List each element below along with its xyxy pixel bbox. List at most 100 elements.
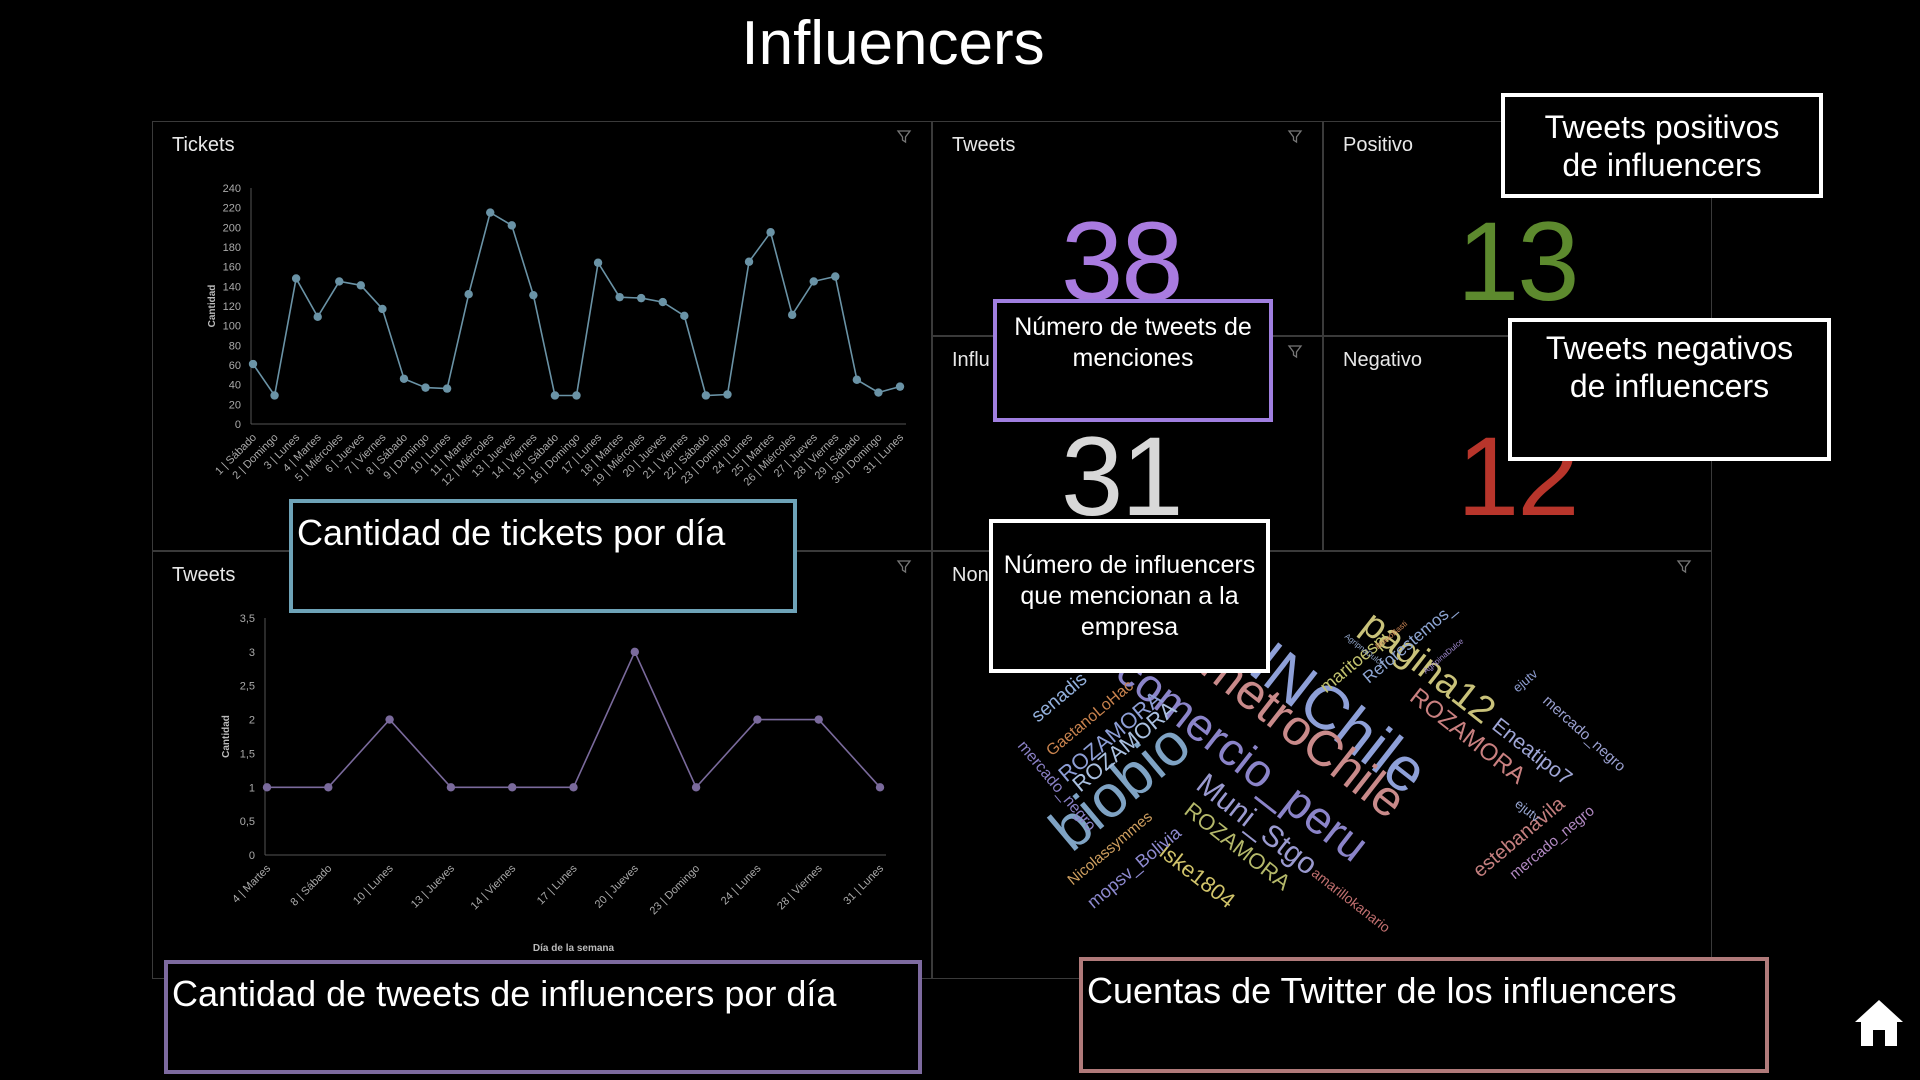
data-point <box>637 293 646 303</box>
y-tick-label: 3 <box>249 647 255 659</box>
y-axis-label: Cantidad <box>221 715 232 758</box>
positive-kpi-title: Positivo <box>1343 134 1414 156</box>
callout-tickets: Cantidad de tickets por día <box>289 499 797 613</box>
tickets-panel: Tickets 0 20 40 60 80 100 120 140 160 180 200 220 24… <box>152 121 932 551</box>
data-point <box>550 391 560 400</box>
data-point <box>248 359 258 369</box>
wordcloud: CNNChile biobio comercio_peru ablimetroC… <box>1014 584 1629 936</box>
callout-tweets: Cantidad de tweets de influencers por dí… <box>164 960 922 1074</box>
y-tick-label: 120 <box>223 301 241 313</box>
tweets-chart-title: Tweets <box>172 564 236 586</box>
wordcloud-title: Non <box>952 564 989 586</box>
callout-kpi-tweets: Número de tweets de menciones <box>993 299 1273 422</box>
tweets-kpi-title: Tweets <box>952 134 1016 156</box>
y-tick-label: 240 <box>223 183 241 195</box>
data-point <box>680 311 689 321</box>
filter-icon[interactable] <box>895 558 913 576</box>
x-tick-label: 8 | Sábado <box>288 863 334 909</box>
x-tick-label: 28 | Viernes <box>775 862 825 912</box>
y-tick-label: 0 <box>249 850 255 862</box>
filter-icon[interactable] <box>1286 128 1304 146</box>
y-tick-label: 2,5 <box>240 681 255 693</box>
y-tick-label: 2 <box>249 715 255 727</box>
y-axis-label: Cantidad <box>207 285 218 328</box>
tickets-chart: 0 20 40 60 80 100 120 140 160 180 200 220 240 Cantida… <box>207 183 906 488</box>
wordcloud-word: ejutv <box>1510 666 1541 695</box>
data-point <box>766 228 775 237</box>
filter-icon[interactable] <box>1675 558 1693 576</box>
data-point <box>895 382 905 391</box>
y-tick-label: 140 <box>223 281 241 293</box>
y-tick-label: 100 <box>223 321 241 333</box>
data-point <box>442 384 452 393</box>
y-tick-label: 200 <box>223 222 241 234</box>
x-tick-label: 24 | Lunes <box>719 862 764 907</box>
y-tick-label: 160 <box>223 262 241 274</box>
x-tick-label: 10 | Lunes <box>351 862 396 907</box>
data-point <box>615 292 624 302</box>
filter-icon[interactable] <box>1286 343 1304 361</box>
callout-negative: Tweets negativos de influencers <box>1508 318 1831 461</box>
data-point <box>831 272 840 281</box>
y-tick-label: 1,5 <box>240 748 255 760</box>
data-point <box>529 290 538 300</box>
data-point <box>378 304 387 314</box>
data-point <box>446 783 456 792</box>
x-tick-label: 4 | Martes <box>230 862 273 905</box>
data-point <box>814 715 823 724</box>
tweets-chart: 0 0,5 1 1,5 2 2,5 3 3,5 Cantidad Día de la semana… <box>221 613 886 954</box>
data-point <box>399 374 409 383</box>
negative-kpi-title: Negativo <box>1343 349 1422 371</box>
y-tick-label: 0,5 <box>240 816 255 828</box>
y-tick-label: 3,5 <box>240 613 255 625</box>
callout-kpi-influencers: Número de influencers que mencionan a la… <box>989 519 1270 673</box>
x-tick-label: 31 | Lunes <box>841 862 886 907</box>
home-icon[interactable] <box>1852 996 1906 1050</box>
filter-icon[interactable] <box>895 128 913 146</box>
data-point <box>356 281 366 290</box>
data-point <box>270 391 279 400</box>
x-tick-label: 13 | Jueves <box>409 862 457 910</box>
data-point <box>324 783 333 792</box>
data-point <box>875 783 885 792</box>
data-point <box>701 391 711 400</box>
data-point <box>691 783 701 792</box>
y-tick-label: 80 <box>229 340 241 352</box>
wordcloud-word: amarillokanario <box>1309 865 1394 936</box>
data-point <box>593 258 603 267</box>
data-point <box>385 715 394 724</box>
y-tick-label: 220 <box>223 203 241 215</box>
data-point <box>744 257 754 266</box>
tweets-chart-panel: Tweets 0 0,5 1 1,5 2 2,5 3 3,5 Cantidad Día de la… <box>152 551 932 979</box>
x-tick-label: 23 | Domingo <box>648 863 703 918</box>
data-point <box>658 297 667 307</box>
data-point <box>874 388 883 397</box>
data-point <box>723 390 732 399</box>
influencers-kpi-value: 31 <box>1061 414 1184 539</box>
data-point <box>508 783 517 792</box>
data-point <box>335 277 344 286</box>
data-point <box>852 375 862 384</box>
x-axis-label: Día de la semana <box>533 943 615 954</box>
callout-accounts: Cuentas de Twitter de los influencers <box>1079 957 1769 1073</box>
data-point <box>630 647 639 657</box>
series-line <box>252 211 901 398</box>
data-point <box>421 383 430 392</box>
influencers-kpi-title: Influ <box>952 349 990 371</box>
data-point <box>753 715 762 724</box>
x-tick-label: 17 | Lunes <box>535 862 580 907</box>
y-tick-label: 180 <box>223 242 241 254</box>
data-point <box>507 221 516 230</box>
data-point <box>262 783 272 792</box>
data-point <box>569 783 578 792</box>
callout-positive: Tweets positivos de influencers <box>1501 93 1823 198</box>
data-point <box>291 274 301 283</box>
x-tick-label: 20 | Jueves <box>593 862 641 910</box>
y-tick-label: 60 <box>229 360 241 372</box>
data-point <box>787 310 797 320</box>
page-title: Influencers <box>741 9 1045 78</box>
y-tick-label: 20 <box>229 399 241 411</box>
data-point <box>809 277 818 286</box>
data-point <box>313 312 322 322</box>
series-line <box>267 649 881 789</box>
